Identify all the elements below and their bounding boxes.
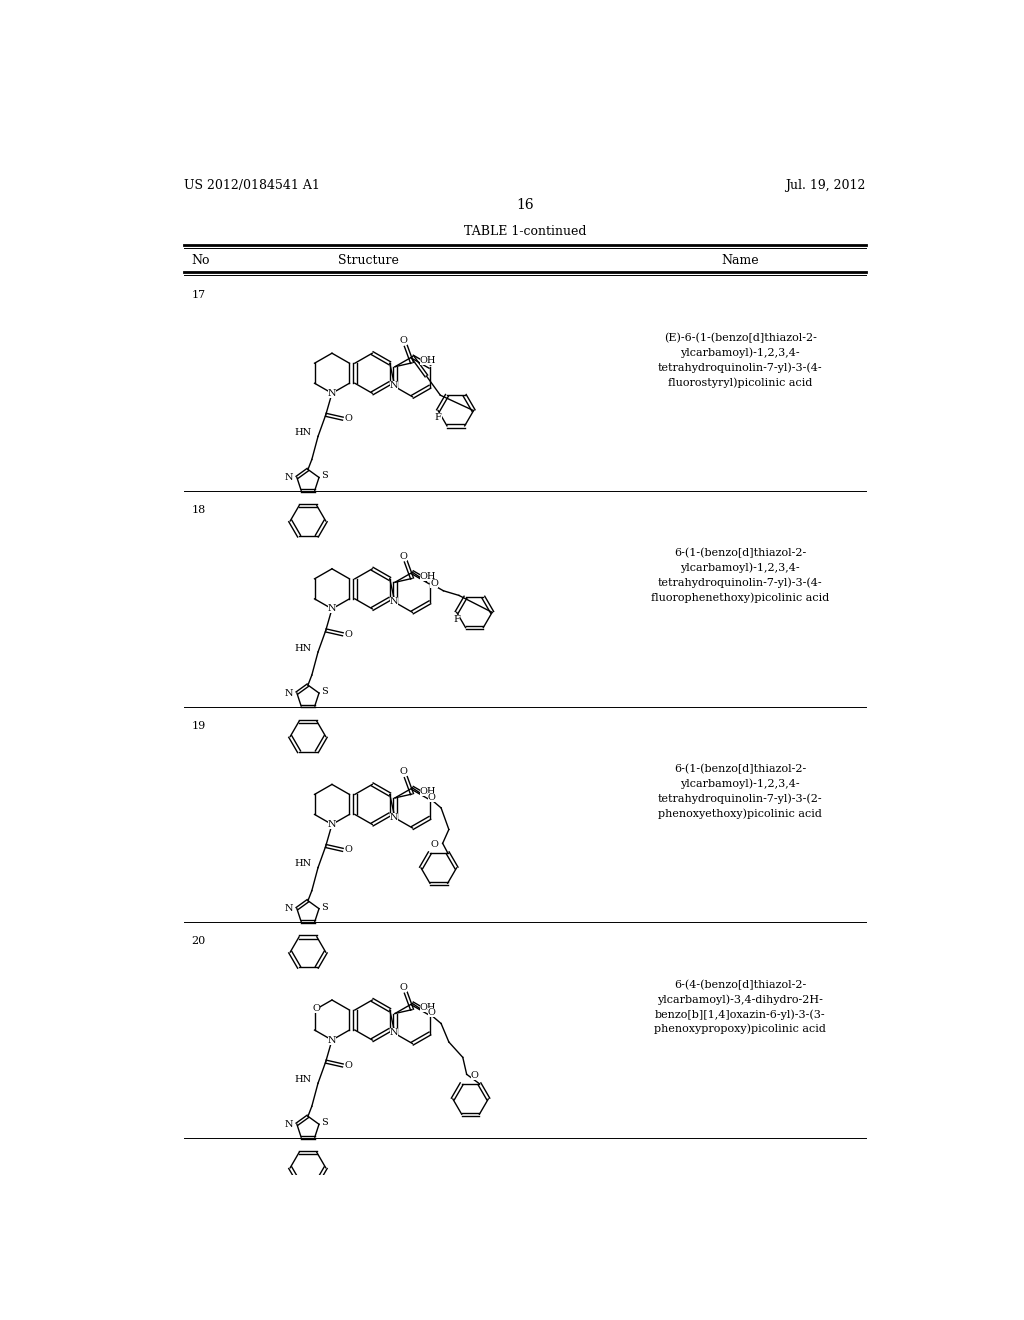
Text: N: N bbox=[390, 1028, 398, 1038]
Text: O: O bbox=[399, 337, 408, 345]
Text: 16: 16 bbox=[516, 198, 534, 211]
Text: Jul. 19, 2012: Jul. 19, 2012 bbox=[785, 178, 866, 191]
Text: N: N bbox=[328, 389, 336, 397]
Text: Name: Name bbox=[722, 253, 759, 267]
Text: N: N bbox=[285, 1119, 293, 1129]
Text: OH: OH bbox=[420, 356, 436, 366]
Text: F: F bbox=[454, 615, 460, 624]
Text: O: O bbox=[344, 845, 352, 854]
Text: F: F bbox=[434, 413, 441, 422]
Text: N: N bbox=[328, 1036, 336, 1044]
Text: N: N bbox=[285, 689, 293, 697]
Text: No: No bbox=[191, 253, 210, 267]
Text: N: N bbox=[390, 597, 398, 606]
Text: N: N bbox=[390, 381, 398, 391]
Text: O: O bbox=[344, 414, 352, 424]
Text: OH: OH bbox=[420, 787, 436, 796]
Text: 17: 17 bbox=[191, 289, 206, 300]
Text: US 2012/0184541 A1: US 2012/0184541 A1 bbox=[183, 178, 319, 191]
Text: N: N bbox=[285, 904, 293, 913]
Text: N: N bbox=[285, 473, 293, 482]
Text: N: N bbox=[390, 813, 398, 821]
Text: O: O bbox=[428, 1008, 436, 1018]
Text: O: O bbox=[344, 1061, 352, 1071]
Text: 6-(1-(benzo[d]thiazol-2-
ylcarbamoyl)-1,2,3,4-
tetrahydroquinolin-7-yl)-3-(4-
fl: 6-(1-(benzo[d]thiazol-2- ylcarbamoyl)-1,… bbox=[651, 548, 829, 603]
Text: 20: 20 bbox=[191, 936, 206, 946]
Text: 6-(4-(benzo[d]thiazol-2-
ylcarbamoyl)-3,4-dihydro-2H-
benzo[b][1,4]oxazin-6-yl)-: 6-(4-(benzo[d]thiazol-2- ylcarbamoyl)-3,… bbox=[654, 979, 826, 1035]
Text: O: O bbox=[399, 552, 408, 561]
Text: S: S bbox=[322, 471, 328, 480]
Text: 6-(1-(benzo[d]thiazol-2-
ylcarbamoyl)-1,2,3,4-
tetrahydroquinolin-7-yl)-3-(2-
ph: 6-(1-(benzo[d]thiazol-2- ylcarbamoyl)-1,… bbox=[658, 764, 822, 818]
Text: 19: 19 bbox=[191, 721, 206, 731]
Text: HN: HN bbox=[295, 644, 312, 652]
Text: O: O bbox=[471, 1072, 478, 1080]
Text: S: S bbox=[322, 1118, 328, 1127]
Text: HN: HN bbox=[295, 859, 312, 869]
Text: O: O bbox=[431, 841, 438, 849]
Text: Structure: Structure bbox=[338, 253, 398, 267]
Text: N: N bbox=[328, 820, 336, 829]
Text: O: O bbox=[344, 630, 352, 639]
Text: (E)-6-(1-(benzo[d]thiazol-2-
ylcarbamoyl)-1,2,3,4-
tetrahydroquinolin-7-yl)-3-(4: (E)-6-(1-(benzo[d]thiazol-2- ylcarbamoyl… bbox=[658, 333, 822, 388]
Text: O: O bbox=[430, 578, 438, 587]
Text: OH: OH bbox=[420, 572, 436, 581]
Text: N: N bbox=[328, 605, 336, 614]
Text: S: S bbox=[322, 903, 328, 912]
Text: OH: OH bbox=[420, 1003, 436, 1012]
Text: O: O bbox=[428, 792, 436, 801]
Text: S: S bbox=[322, 686, 328, 696]
Text: O: O bbox=[399, 983, 408, 991]
Text: HN: HN bbox=[295, 1074, 312, 1084]
Text: 18: 18 bbox=[191, 506, 206, 515]
Text: O: O bbox=[399, 767, 408, 776]
Text: TABLE 1-continued: TABLE 1-continued bbox=[464, 224, 586, 238]
Text: HN: HN bbox=[295, 428, 312, 437]
Text: O: O bbox=[312, 1005, 321, 1012]
